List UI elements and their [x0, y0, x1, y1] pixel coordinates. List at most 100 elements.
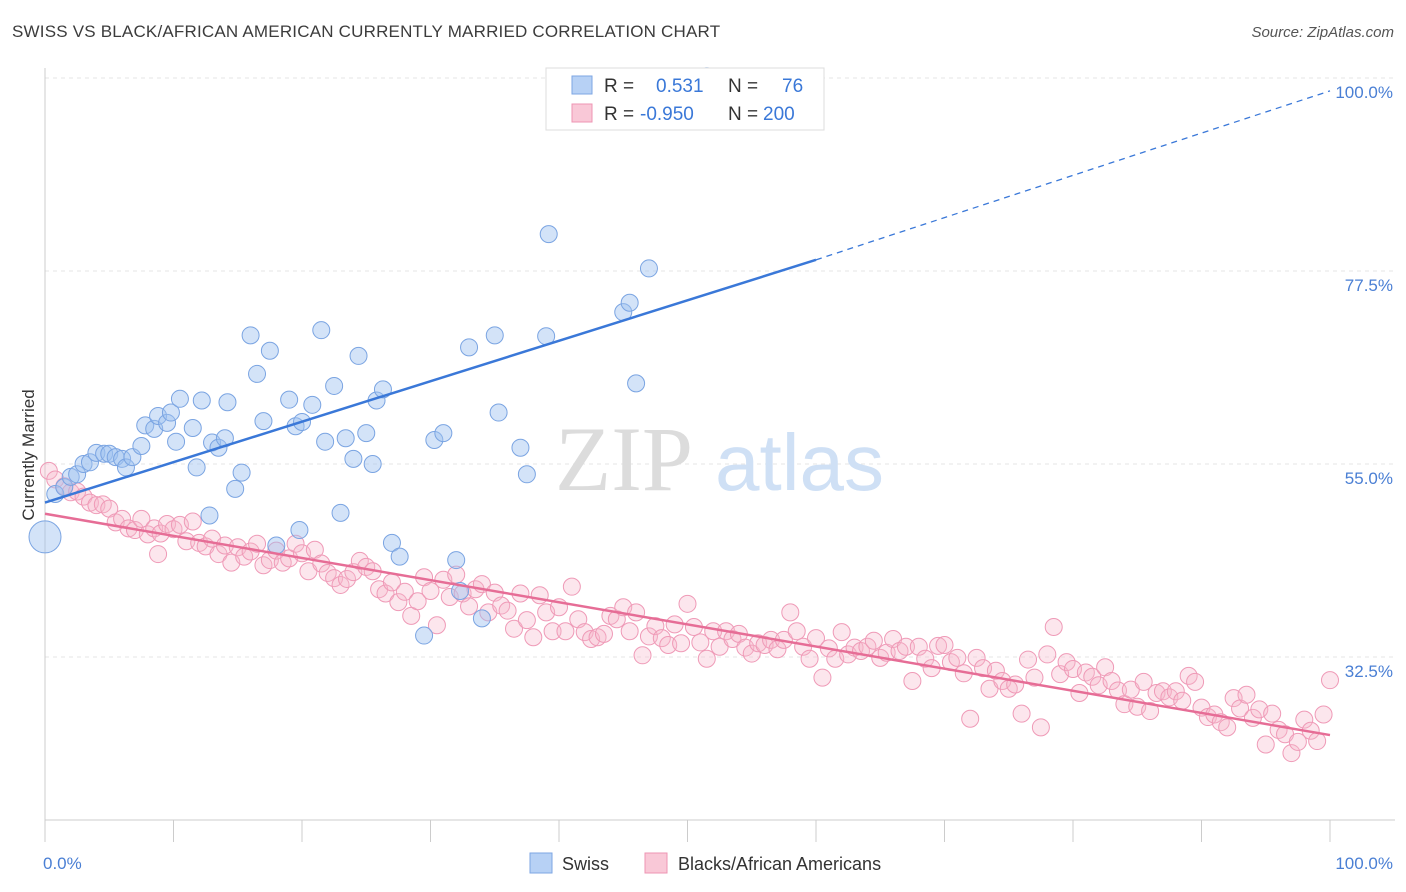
point-black-156 — [1038, 645, 1057, 664]
point-black-139 — [929, 636, 948, 655]
point-swiss-42 — [312, 321, 331, 340]
point-swiss-65 — [517, 465, 536, 484]
point-black-117 — [787, 622, 806, 641]
point-black-184 — [1218, 718, 1237, 737]
point-swiss-57 — [434, 424, 453, 443]
point-swiss-14 — [132, 436, 151, 455]
point-black-82 — [562, 577, 581, 596]
point-black-196 — [1295, 710, 1314, 729]
point-black-159 — [1057, 653, 1076, 672]
point-black-140 — [935, 635, 954, 654]
point-black-144 — [961, 709, 980, 728]
point-swiss-5 — [74, 455, 93, 473]
point-black-56 — [395, 582, 414, 601]
point-black-33 — [248, 534, 267, 553]
point-swiss-43 — [316, 432, 335, 451]
point-swiss-8 — [95, 444, 114, 463]
point-black-96 — [652, 629, 671, 648]
point-swiss-49 — [357, 424, 376, 443]
legend-n-label-1: N = — [728, 76, 758, 97]
point-swiss-6 — [80, 453, 99, 472]
legend-n-label-2: N = — [728, 104, 758, 125]
point-swiss-69 — [620, 293, 639, 312]
correlation-legend: R = 0.531 N = 76 R = -0.950 N = 200 — [545, 67, 825, 131]
point-black-110 — [742, 644, 761, 663]
y-tick-label-3: 100.0% — [1335, 83, 1393, 102]
legend-r-value-2: -0.950 — [640, 104, 694, 125]
point-swiss-22 — [183, 418, 202, 437]
point-black-76 — [524, 628, 543, 647]
point-swiss-58 — [447, 551, 466, 570]
x-tick-label-1: 100.0% — [1335, 854, 1393, 873]
point-black-177 — [1173, 691, 1192, 710]
point-black-93 — [633, 646, 652, 665]
point-black-58 — [408, 592, 427, 611]
point-black-142 — [948, 648, 967, 667]
point-black-119 — [800, 649, 819, 668]
point-swiss-61 — [472, 609, 491, 628]
y-tick-label-1: 55.0% — [1345, 469, 1393, 488]
point-black-124 — [832, 623, 851, 642]
point-swiss-48 — [349, 346, 368, 365]
point-swiss-53 — [382, 533, 401, 552]
point-swiss-32 — [241, 326, 260, 345]
point-black-134 — [896, 637, 915, 656]
point-swiss-34 — [254, 412, 273, 431]
point-swiss-45 — [331, 503, 350, 522]
point-swiss-71 — [639, 259, 658, 278]
point-black-99 — [672, 634, 691, 653]
point-black-87 — [594, 624, 613, 643]
bottom-legend-label-swiss: Swiss — [562, 854, 609, 874]
legend-swatch-swiss — [571, 75, 593, 95]
point-swiss-25 — [200, 506, 219, 525]
point-swiss-41 — [303, 395, 322, 414]
trend-line-swiss-extension — [815, 90, 1331, 261]
point-black-45 — [325, 569, 344, 588]
point-black-155 — [1031, 718, 1050, 737]
point-black-172 — [1141, 702, 1160, 721]
point-swiss-23 — [187, 458, 206, 477]
source-label: Source: ZipAtlas.com — [1251, 24, 1394, 41]
watermark-zip: ZIP — [555, 408, 693, 510]
point-swiss-20 — [167, 432, 186, 451]
point-swiss-0 — [28, 520, 62, 554]
point-swiss-24 — [192, 391, 211, 410]
point-black-103 — [697, 649, 716, 668]
point-black-47 — [337, 569, 356, 588]
point-swiss-55 — [415, 626, 434, 645]
point-swiss-67 — [539, 225, 558, 244]
point-black-66 — [460, 597, 479, 616]
point-black-171 — [1134, 672, 1153, 691]
point-black-1 — [46, 470, 65, 489]
point-swiss-35 — [260, 341, 279, 360]
point-black-137 — [916, 649, 935, 668]
point-swiss-54 — [390, 547, 409, 566]
point-black-129 — [864, 631, 883, 650]
point-black-152 — [1012, 704, 1031, 723]
point-black-166 — [1102, 672, 1121, 691]
axes — [44, 68, 1395, 842]
point-swiss-18 — [158, 413, 177, 432]
point-black-91 — [620, 622, 639, 641]
trend-lines — [44, 90, 1331, 737]
point-black-153 — [1019, 650, 1038, 669]
point-swiss-29 — [218, 393, 237, 412]
point-black-60 — [421, 581, 440, 600]
point-swiss-33 — [248, 364, 267, 383]
point-black-199 — [1314, 705, 1333, 724]
point-black-200 — [1321, 671, 1339, 690]
point-black-190 — [1256, 735, 1275, 754]
y-axis-label: Currently Married — [19, 389, 38, 520]
point-swiss-39 — [290, 521, 309, 540]
point-swiss-31 — [232, 463, 251, 482]
point-black-17 — [149, 545, 168, 564]
point-swiss-44 — [325, 376, 344, 395]
point-black-102 — [691, 633, 710, 652]
point-black-79 — [543, 622, 562, 641]
point-black-191 — [1263, 704, 1282, 723]
point-black-61 — [427, 616, 446, 635]
trend-line-swiss — [44, 258, 817, 504]
trend-line-black — [44, 512, 1331, 737]
point-black-179 — [1186, 672, 1205, 691]
point-swiss-50 — [363, 455, 382, 473]
